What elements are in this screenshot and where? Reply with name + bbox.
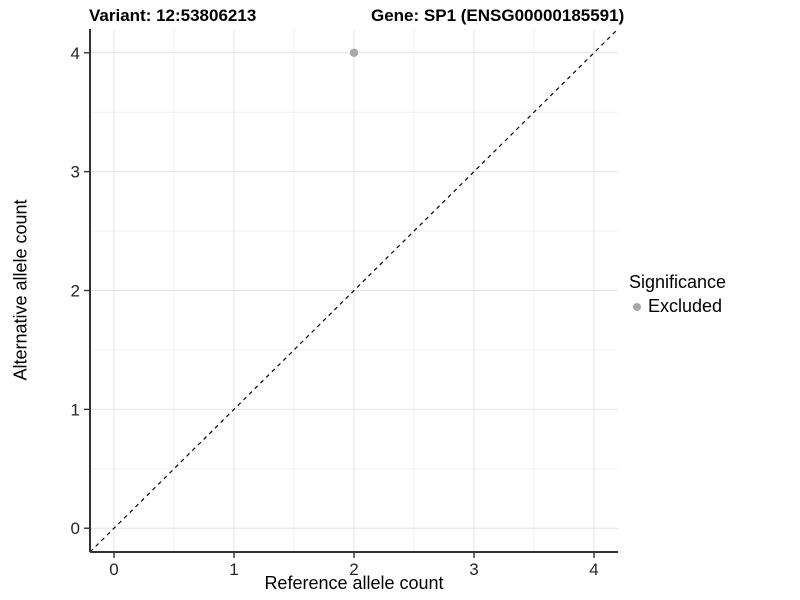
y-tick-label: 0	[71, 519, 80, 538]
y-tick-label: 2	[71, 282, 80, 301]
y-tick-label: 3	[71, 163, 80, 182]
legend-title: Significance	[629, 272, 727, 292]
y-axis-title: Alternative allele count	[10, 199, 31, 381]
y-tick-label: 1	[71, 400, 80, 419]
data-point-excluded	[349, 48, 359, 57]
x-tick-label: 3	[469, 560, 478, 579]
legend: Significance Excluded	[629, 272, 726, 317]
x-tick-label: 1	[229, 560, 238, 579]
legend-point-icon	[633, 302, 641, 311]
plot-title-variant: Variant: 12:53806213	[89, 6, 257, 25]
x-axis-title: Reference allele count	[264, 573, 444, 593]
y-tick-label: 4	[71, 44, 80, 63]
plot-title-gene: Gene: SP1 (ENSG00000185591)	[371, 6, 625, 25]
identity-line	[89, 28, 619, 553]
x-tick-label: 4	[589, 560, 598, 579]
legend-item-label: Excluded	[648, 296, 723, 316]
legend-item-excluded: Excluded	[629, 296, 726, 317]
x-tick-label: 0	[109, 560, 118, 579]
x-tick-label: 2	[349, 560, 358, 579]
